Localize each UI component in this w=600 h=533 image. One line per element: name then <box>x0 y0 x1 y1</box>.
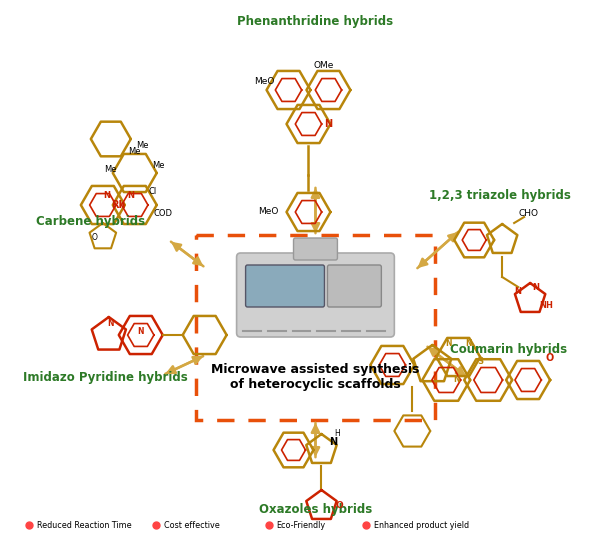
Text: N: N <box>465 338 472 348</box>
Text: N: N <box>107 319 114 327</box>
FancyBboxPatch shape <box>196 235 435 420</box>
Text: Cl: Cl <box>149 187 157 196</box>
Text: S: S <box>477 357 483 366</box>
Text: Rh: Rh <box>112 200 126 210</box>
Text: O: O <box>92 232 98 241</box>
Text: MeO: MeO <box>254 77 275 86</box>
Text: N: N <box>515 287 521 295</box>
FancyBboxPatch shape <box>236 253 394 337</box>
Text: N: N <box>329 437 338 447</box>
Text: Cost effective: Cost effective <box>164 521 220 529</box>
Text: Me: Me <box>104 165 117 174</box>
Text: Phenanthridine hybrids: Phenanthridine hybrids <box>238 15 394 28</box>
Text: Me: Me <box>137 141 149 149</box>
Text: O: O <box>546 353 554 363</box>
Text: MeO: MeO <box>259 207 279 216</box>
Text: N: N <box>325 119 332 129</box>
Text: OMe: OMe <box>313 61 334 70</box>
Text: N: N <box>127 190 134 199</box>
Text: CHO: CHO <box>518 208 538 217</box>
FancyBboxPatch shape <box>293 238 337 260</box>
Text: H: H <box>335 430 340 439</box>
Text: Coumarin hybrids: Coumarin hybrids <box>449 343 567 357</box>
Text: N: N <box>137 327 144 335</box>
Text: O: O <box>335 502 343 511</box>
Text: Reduced Reaction Time: Reduced Reaction Time <box>37 521 131 529</box>
Text: N: N <box>103 190 110 199</box>
Text: Oxazoles hybrids: Oxazoles hybrids <box>259 504 372 516</box>
Text: Eco-Friendly: Eco-Friendly <box>277 521 326 529</box>
Text: Me: Me <box>152 160 165 169</box>
Text: N: N <box>445 338 452 348</box>
Text: Imidazo Pyridine hybrids: Imidazo Pyridine hybrids <box>23 372 188 384</box>
Text: Microwave assisted synthesis
of heterocyclic scaffolds: Microwave assisted synthesis of heterocy… <box>211 363 419 391</box>
Text: Me: Me <box>128 147 141 156</box>
Text: N: N <box>453 375 460 384</box>
FancyBboxPatch shape <box>328 265 382 307</box>
Text: Enhanced product yield: Enhanced product yield <box>374 521 470 529</box>
Text: N: N <box>533 282 539 292</box>
Text: 1,2,3 triazole hybrids: 1,2,3 triazole hybrids <box>429 189 571 201</box>
Text: NH: NH <box>539 301 553 310</box>
FancyBboxPatch shape <box>245 265 325 307</box>
Text: COD: COD <box>153 208 172 217</box>
Text: Carbene hybrids: Carbene hybrids <box>36 215 145 229</box>
